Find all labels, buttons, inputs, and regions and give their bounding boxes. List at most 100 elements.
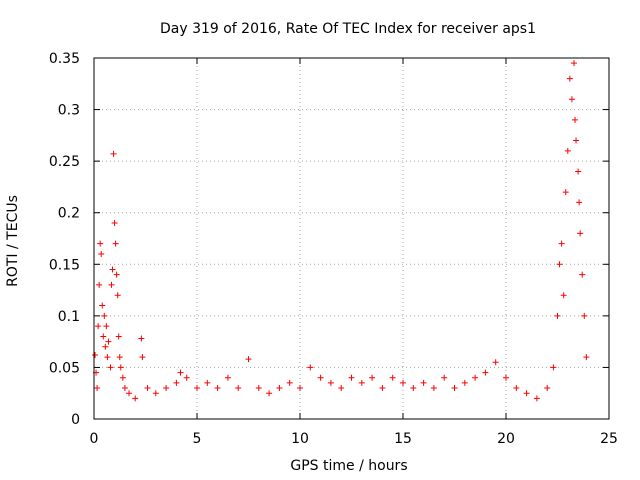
chart-title: Day 319 of 2016, Rate Of TEC Index for r… [160,21,536,37]
y-tick-label: 0 [71,412,80,428]
x-tick-label: 0 [90,431,99,447]
data-point [183,374,190,381]
data-point [100,333,107,340]
data-point [410,385,417,392]
data-point [560,292,567,299]
data-point [451,385,458,392]
data-point [113,271,120,278]
data-point [307,364,314,371]
data-point [177,369,184,376]
data-point [152,390,159,397]
y-tick-label: 0.3 [58,103,80,119]
data-point [513,385,520,392]
data-point [139,354,146,361]
data-point [92,352,99,359]
x-tick-label: 20 [497,431,515,447]
data-point [109,266,116,273]
data-point [503,374,509,381]
data-point [144,385,151,392]
axis-ticks: 0 5 10 15 20 25 0 0.05 0.1 0.15 0.2 0.25 0.3 0.35 [49,51,618,447]
y-tick-label: 0.15 [49,257,80,273]
data-point [194,385,200,392]
data-point [121,385,128,392]
data-point [577,230,584,237]
data-point [96,281,103,288]
data-point [111,220,118,227]
data-point [566,75,573,82]
data-point [117,364,124,371]
data-point [286,379,293,386]
data-point [204,379,211,386]
data-point [562,189,569,196]
data-point [224,374,231,381]
y-tick-label: 0.05 [49,360,80,376]
data-point [105,338,112,345]
data-point [544,385,551,392]
data-point [255,385,262,392]
data-point [95,323,102,330]
x-tick-label: 25 [600,431,618,447]
data-point [235,385,242,392]
data-point [297,385,303,392]
x-tick-label: 5 [193,431,202,447]
y-tick-label: 0.1 [58,309,80,325]
y-tick-label: 0.25 [49,154,80,170]
data-point [461,379,468,386]
data-point [163,385,170,392]
data-point [570,60,577,67]
data-point [358,379,365,386]
data-point [556,261,563,268]
data-point [573,137,580,144]
data-point [579,271,586,278]
data-point [523,390,530,397]
data-point [576,199,583,206]
data-point [99,302,106,309]
data-point [94,385,101,392]
data-point [568,96,575,103]
data-point [430,385,437,392]
plot-frame [93,57,610,420]
data-point [369,374,376,381]
y-axis-label: ROTI / TECUs [5,195,21,287]
data-point [441,374,448,381]
data-point [472,374,479,381]
data-point [173,379,180,386]
data-point [126,390,133,397]
data-point [102,343,109,350]
data-point [107,364,114,371]
data-point [116,354,123,361]
data-point [101,312,108,319]
x-tick-label: 10 [291,431,309,447]
data-point [110,150,117,157]
data-points [92,60,590,402]
data-point [389,374,396,381]
data-point [266,390,273,397]
data-point [97,240,104,247]
data-point [112,240,119,247]
data-point [338,385,345,392]
data-point [572,116,579,123]
data-point [114,292,121,299]
data-point [492,359,499,366]
data-point [119,374,126,381]
data-point [583,354,590,361]
data-point [575,168,582,175]
grid-lines [94,58,609,419]
data-point [558,240,565,247]
data-point [214,385,221,392]
data-point [104,354,111,361]
data-point [420,379,427,386]
data-point [550,364,557,371]
data-point [564,147,571,154]
x-tick-label: 15 [394,431,412,447]
data-point [348,374,355,381]
data-point [98,250,105,257]
y-tick-label: 0.35 [49,51,80,67]
data-point [132,395,139,402]
data-point [317,374,324,381]
data-point [245,356,252,363]
data-point [400,379,406,386]
data-point [108,281,115,288]
data-point [138,335,145,342]
